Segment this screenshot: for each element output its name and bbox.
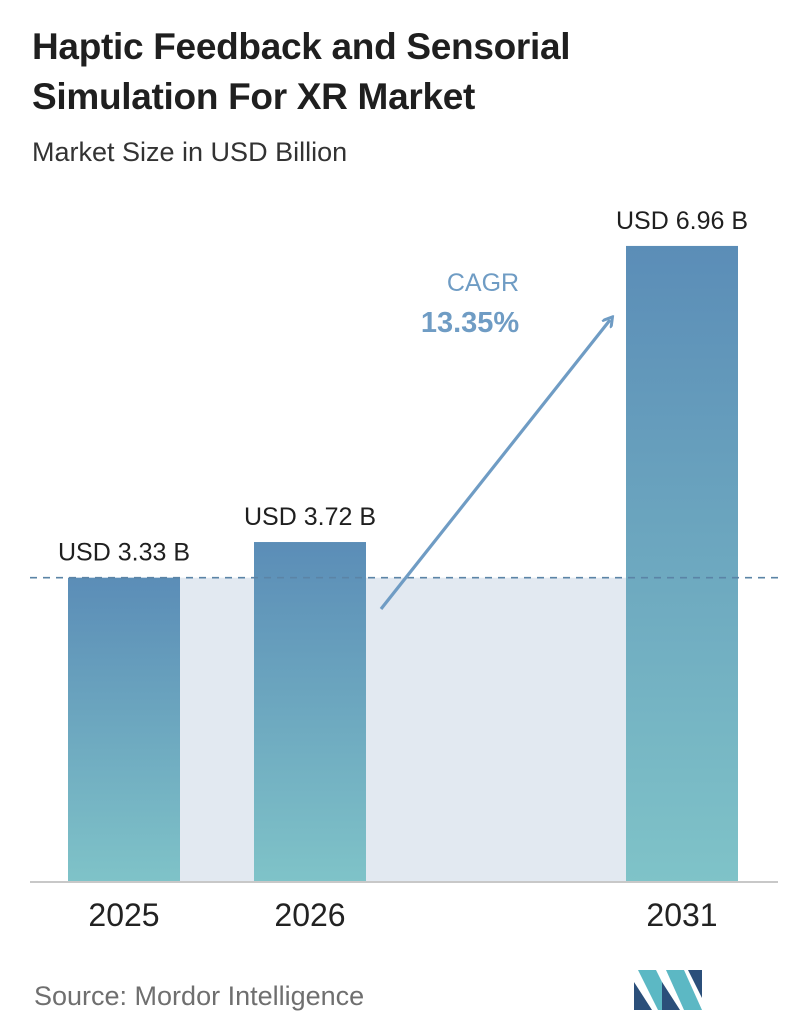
cagr-label: CAGR bbox=[447, 269, 519, 297]
x-tick-label-2031: 2031 bbox=[646, 897, 717, 933]
bars bbox=[68, 245, 738, 882]
background-band bbox=[124, 577, 682, 882]
bar-2026 bbox=[254, 542, 366, 882]
bar-2031 bbox=[626, 245, 738, 882]
mordor-intelligence-logo-icon bbox=[634, 970, 702, 1010]
bar-2025 bbox=[68, 577, 180, 882]
x-tick-label-2025: 2025 bbox=[88, 897, 159, 933]
value-label-2026: USD 3.72 B bbox=[244, 503, 376, 531]
x-tick-label-2026: 2026 bbox=[274, 897, 345, 933]
chart-title: Haptic Feedback and Sensorial Simulation… bbox=[32, 26, 571, 117]
chart-subtitle: Market Size in USD Billion bbox=[32, 137, 348, 167]
source-text: Source: Mordor Intelligence bbox=[34, 981, 365, 1011]
cagr-value: 13.35% bbox=[421, 307, 520, 339]
value-label-2031: USD 6.96 B bbox=[616, 207, 748, 235]
value-label-2025: USD 3.33 B bbox=[58, 539, 190, 567]
x-tick-labels: 2025 2026 2031 bbox=[88, 897, 717, 933]
value-labels: USD 3.33 B USD 3.72 B USD 6.96 B bbox=[58, 207, 748, 567]
band-area bbox=[124, 577, 682, 882]
cagr-arrow bbox=[379, 320, 610, 610]
